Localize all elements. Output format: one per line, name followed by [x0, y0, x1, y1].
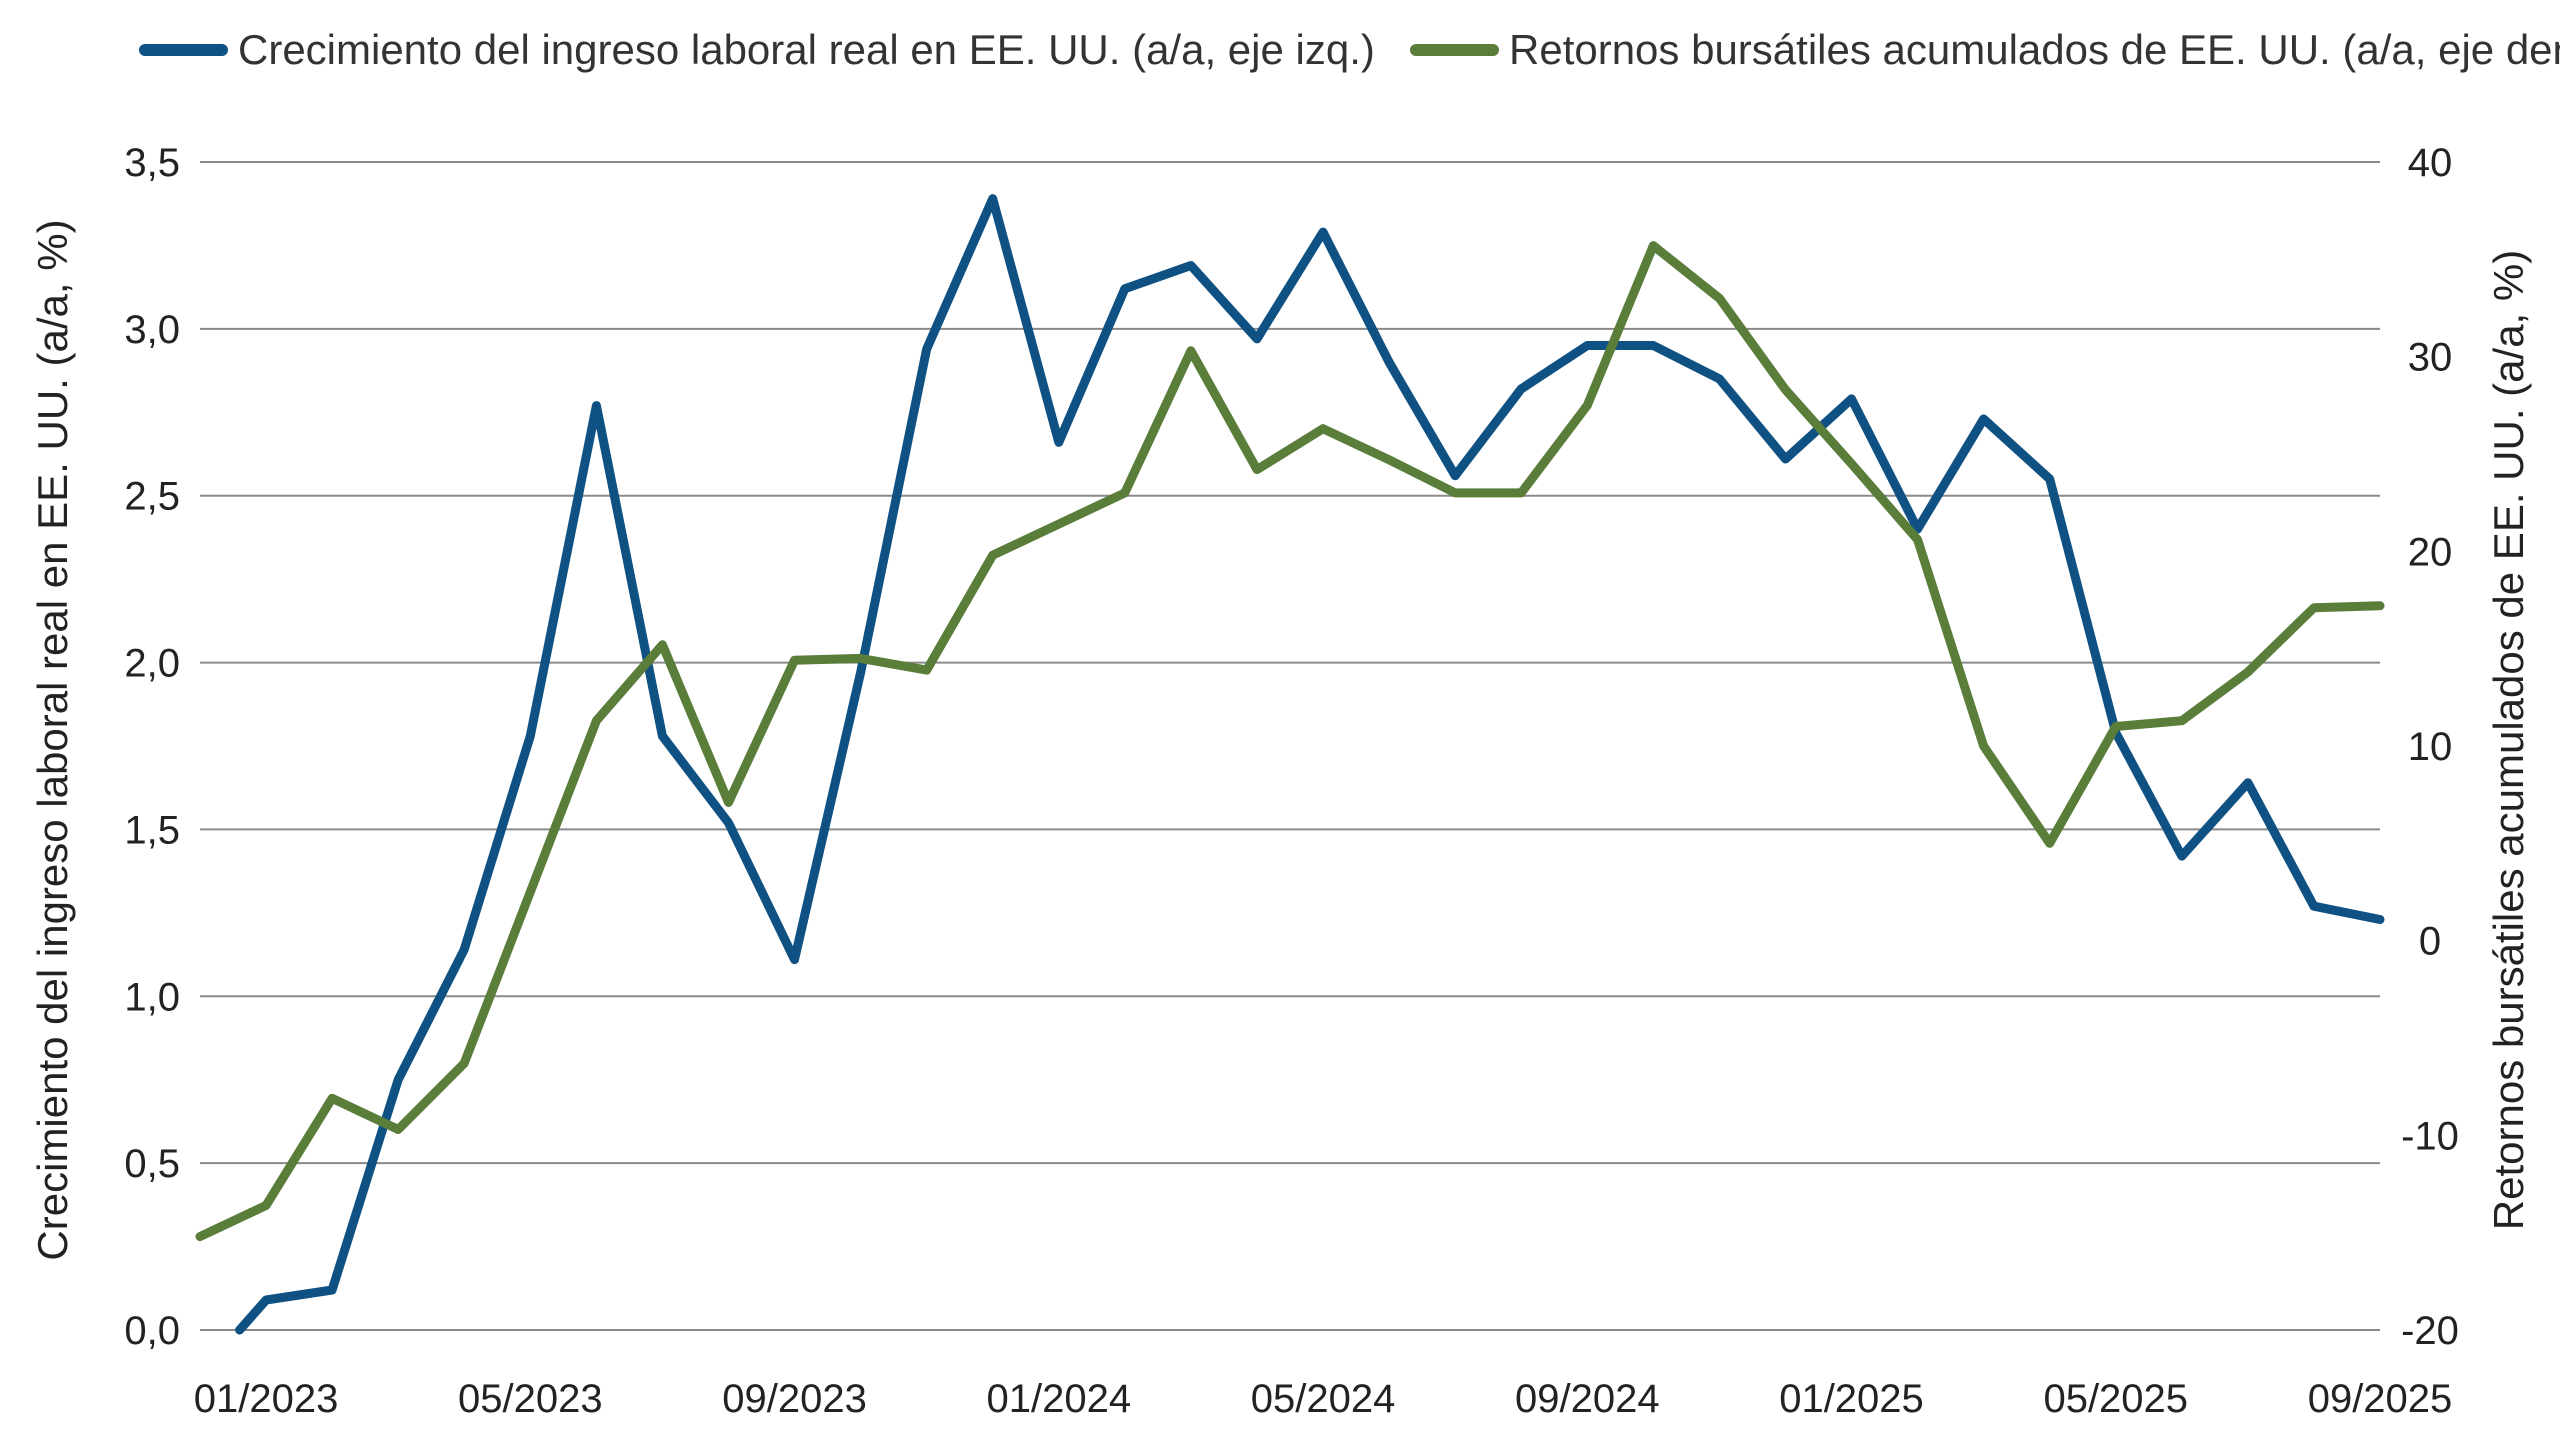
left-y-tick-label: 1,5 [124, 808, 180, 852]
x-tick-label: 05/2023 [458, 1377, 603, 1421]
right-y-tick-label: 30 [2408, 336, 2453, 380]
left-y-tick-label: 2,0 [124, 642, 180, 686]
stock-returns-series-line [195, 241, 2385, 1242]
x-tick-label: 01/2025 [1779, 1377, 1924, 1421]
legend-label-labor-income: Crecimiento del ingreso laboral real en … [238, 26, 1375, 73]
x-tick-label: 09/2025 [2308, 1377, 2453, 1421]
right-y-tick-label: 20 [2408, 530, 2453, 574]
left-y-tick-label: 1,0 [124, 975, 180, 1019]
left-y-axis-title: Crecimiento del ingreso laboral real en … [29, 219, 76, 1260]
labor-income-series-line [235, 194, 2385, 1335]
left-y-tick-label: 0,0 [124, 1309, 180, 1353]
right-y-tick-label: -20 [2401, 1309, 2459, 1353]
right-y-tick-label: 10 [2408, 725, 2453, 769]
right-y-tick-label: 40 [2408, 141, 2453, 185]
legend-label-stock-returns: Retornos bursátiles acumulados de EE. UU… [1509, 26, 2560, 73]
left-y-axis-ticks: 0,0 0,5 1,0 1,5 2,0 2,5 3,0 3,5 [124, 141, 180, 1353]
legend: Crecimiento del ingreso laboral real en … [139, 26, 2560, 73]
left-y-tick-label: 2,5 [124, 475, 180, 519]
right-y-tick-label: -10 [2401, 1114, 2459, 1158]
x-tick-label: 01/2024 [986, 1377, 1131, 1421]
left-y-tick-label: 3,0 [124, 308, 180, 352]
gridlines [200, 161, 2380, 1331]
left-y-tick-label: 3,5 [124, 141, 180, 185]
right-y-tick-label: 0 [2419, 920, 2441, 964]
right-y-axis-ticks: -20 -10 0 10 20 30 40 [2401, 141, 2459, 1353]
x-tick-label: 01/2023 [194, 1377, 339, 1421]
x-tick-label: 09/2023 [722, 1377, 867, 1421]
x-tick-label: 05/2024 [1251, 1377, 1396, 1421]
x-axis-ticks: 01/2023 05/2023 09/2023 01/2024 05/2024 09/20… [194, 1377, 2453, 1421]
series-layer [195, 194, 2385, 1335]
right-y-axis-title: Retornos bursátiles acumulados de EE. UU… [2485, 250, 2532, 1230]
x-tick-label: 09/2024 [1515, 1377, 1660, 1421]
x-tick-label: 05/2025 [2043, 1377, 2188, 1421]
left-y-tick-label: 0,5 [124, 1142, 180, 1186]
